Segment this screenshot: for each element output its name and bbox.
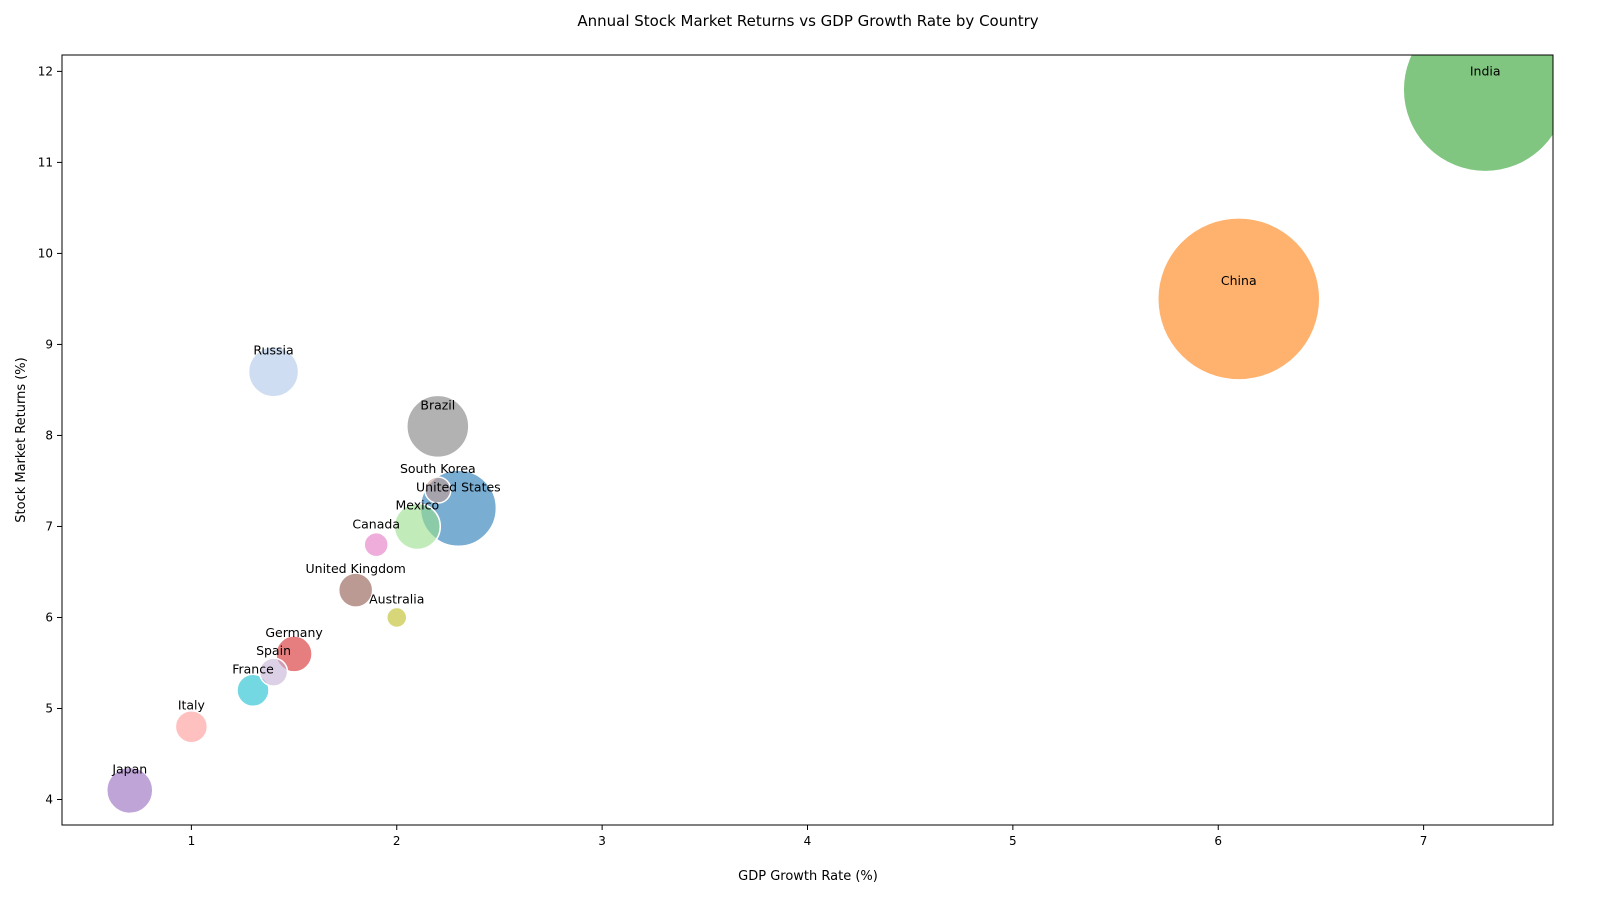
x-tick-label: 4 (804, 834, 812, 848)
y-axis-label: Stock Market Returns (%) (14, 357, 29, 522)
y-tick-label: 12 (38, 64, 53, 78)
bubble-label-russia: Russia (253, 343, 293, 358)
bubble-label-india: India (1470, 64, 1501, 79)
bubble-label-japan: Japan (111, 761, 147, 776)
bubble-label-germany: Germany (265, 625, 323, 640)
x-axis-label: GDP Growth Rate (%) (738, 869, 878, 884)
y-tick-label: 7 (45, 519, 53, 533)
x-tick-label: 5 (1009, 834, 1017, 848)
bubble-label-united-states: United States (416, 479, 501, 494)
y-tick-label: 6 (45, 610, 53, 624)
y-tick-label: 11 (38, 155, 53, 169)
bubble-label-mexico: Mexico (395, 497, 439, 512)
bubble-label-france: France (232, 661, 274, 676)
bubble-label-spain: Spain (256, 643, 291, 658)
bubble-china (1157, 217, 1321, 381)
bubble-japan (106, 766, 154, 815)
bubble-label-united-kingdom: United Kingdom (306, 561, 406, 576)
bubble-italy (174, 709, 209, 744)
bubble-spain (258, 657, 289, 687)
bubble-label-brazil: Brazil (420, 397, 455, 412)
bubble-india (1402, 55, 1553, 173)
bubble-brazil (406, 394, 470, 459)
x-tick-label: 1 (188, 834, 196, 848)
y-tick-label: 10 (38, 246, 53, 260)
bubble-label-australia: Australia (369, 591, 424, 606)
bubble-russia (247, 345, 300, 398)
y-axis: 4 5 6 7 8 9 10 11 12 (38, 64, 62, 807)
bubble-label-south-korea: South Korea (400, 461, 476, 476)
x-axis: 1 2 3 4 5 6 7 (188, 825, 1428, 848)
x-tick-label: 3 (598, 834, 606, 848)
plot-area (106, 55, 1553, 815)
y-tick-label: 9 (45, 337, 53, 351)
x-tick-label: 6 (1214, 834, 1222, 848)
bubble-mexico (393, 502, 442, 551)
x-tick-label: 7 (1420, 834, 1428, 848)
y-tick-label: 4 (45, 793, 53, 807)
plot-frame (61, 54, 1554, 826)
bubble-australia (386, 606, 408, 629)
bubble-label-italy: Italy (178, 698, 206, 713)
bubble-france (236, 673, 270, 708)
bubble-label-china: China (1221, 273, 1257, 288)
bubble-united-kingdom (337, 572, 374, 608)
y-tick-label: 8 (45, 428, 53, 442)
bubble-germany (275, 635, 313, 673)
y-tick-label: 5 (45, 701, 53, 715)
bubble-label-canada: Canada (352, 517, 400, 532)
bubble-south-korea (424, 476, 452, 504)
bubble-canada (363, 531, 389, 558)
chart-title: Annual Stock Market Returns vs GDP Growt… (577, 12, 1038, 30)
x-tick-label: 2 (393, 834, 401, 848)
